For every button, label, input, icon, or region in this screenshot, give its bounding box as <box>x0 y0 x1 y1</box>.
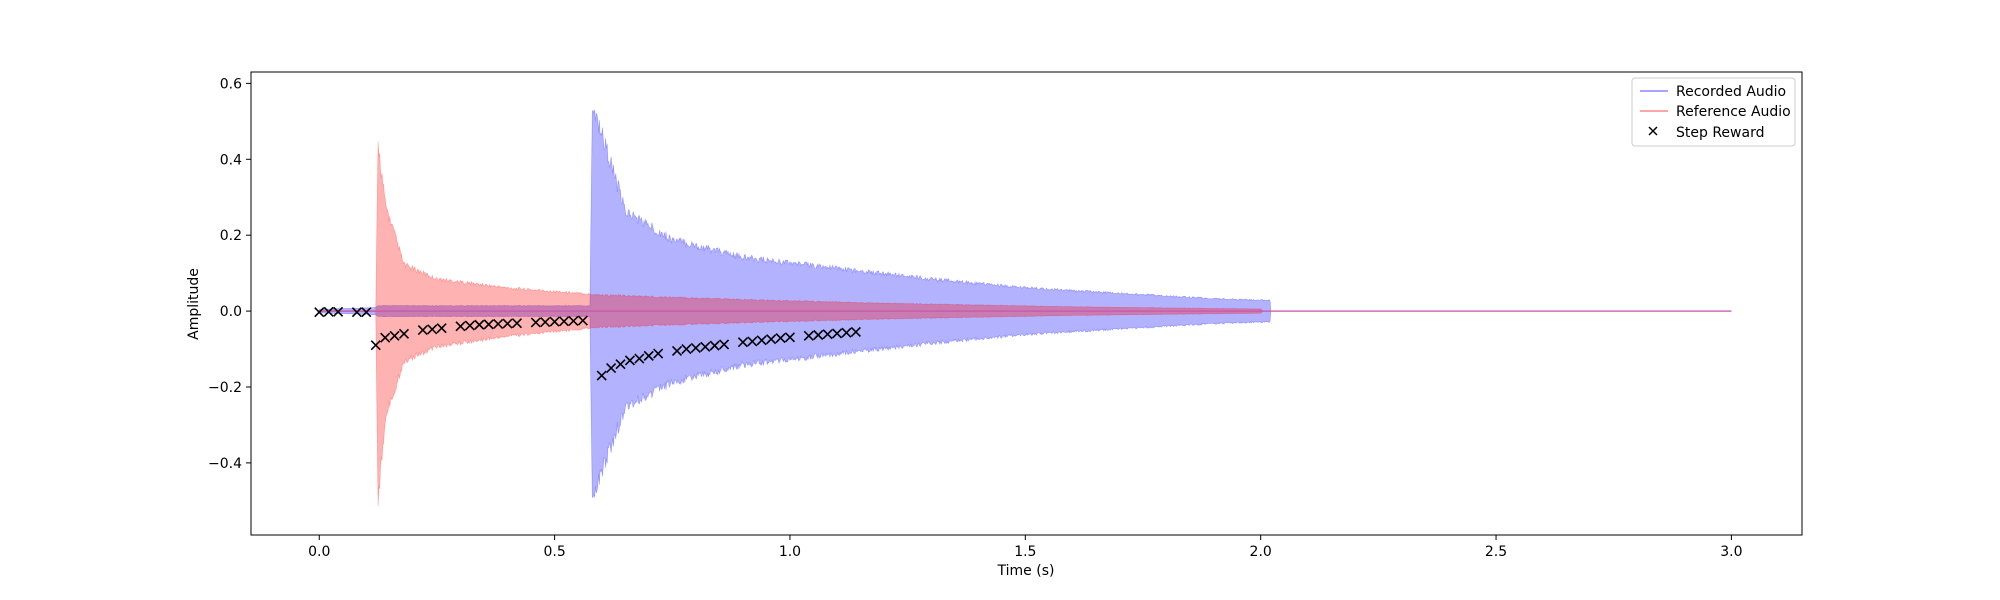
x-tick-label: 2.0 <box>1250 544 1272 560</box>
x-tick-label: 1.5 <box>1014 544 1036 560</box>
step-reward-marker <box>417 324 428 336</box>
step-reward-marker <box>540 317 551 328</box>
legend-swatch-reward <box>1648 126 1658 136</box>
legend-label-reward: Step Reward <box>1676 125 1764 141</box>
step-reward-marker <box>606 362 617 374</box>
step-reward-marker <box>700 341 711 352</box>
x-tick-label: 3.0 <box>1720 544 1742 560</box>
x-axis-label: Time (s) <box>997 563 1055 579</box>
y-tick-label: 0.4 <box>220 152 242 168</box>
step-reward-marker <box>709 340 720 351</box>
step-reward-marker <box>775 332 786 344</box>
step-reward-marker <box>464 320 475 331</box>
step-reward-marker <box>634 353 645 364</box>
legend-label-recorded: Recorded Audio <box>1676 84 1786 100</box>
step-reward-marker <box>737 337 748 348</box>
legend-label-reference: Reference Audio <box>1676 104 1791 120</box>
y-tick-label: −0.2 <box>208 380 242 396</box>
marker-layer <box>314 306 861 381</box>
step-reward-marker <box>530 317 541 328</box>
y-tick-label: 0.2 <box>220 228 242 244</box>
step-reward-marker <box>502 318 513 329</box>
step-reward-marker <box>803 330 814 341</box>
step-reward-marker <box>841 327 852 338</box>
step-reward-marker <box>380 332 391 343</box>
step-reward-marker <box>681 343 692 355</box>
step-reward-marker <box>615 359 626 370</box>
step-reward-marker <box>493 318 504 330</box>
y-axis: −0.4 −0.2 0.0 0.2 0.4 0.6 <box>208 76 251 472</box>
legend-box <box>1631 77 1796 147</box>
step-reward-marker <box>653 348 664 359</box>
step-reward-marker <box>822 329 833 340</box>
step-reward-marker <box>389 330 400 341</box>
step-reward-marker <box>747 336 758 347</box>
step-reward-marker <box>549 316 560 327</box>
step-reward-marker <box>436 323 447 334</box>
step-reward-marker <box>596 370 607 381</box>
step-reward-marker <box>831 328 843 339</box>
x-axis: 0.0 0.5 1.0 1.5 2.0 2.5 3.0 <box>308 535 1743 560</box>
step-reward-marker <box>455 321 466 332</box>
step-reward-marker <box>427 324 438 335</box>
y-tick-label: 0.6 <box>220 76 242 92</box>
legend: Recorded Audio Reference Audio Step Rewa… <box>1631 77 1796 147</box>
step-reward-marker <box>483 319 494 330</box>
step-reward-marker <box>719 339 730 350</box>
step-reward-marker <box>568 315 579 327</box>
x-tick-label: 0.0 <box>308 544 330 560</box>
step-reward-marker <box>784 332 796 343</box>
step-reward-marker <box>690 342 701 353</box>
plot-area <box>314 109 1732 507</box>
step-reward-marker <box>361 307 372 318</box>
step-reward-marker <box>850 326 861 338</box>
step-reward-marker <box>314 307 325 318</box>
x-tick-label: 1.0 <box>779 544 801 560</box>
series-layer <box>318 109 1732 507</box>
step-reward-marker <box>558 316 570 327</box>
x-tick-label: 2.5 <box>1485 544 1507 560</box>
step-reward-marker <box>671 345 683 357</box>
step-reward-marker <box>624 355 635 366</box>
step-reward-marker <box>370 340 381 351</box>
y-tick-label: −0.4 <box>208 456 242 472</box>
step-reward-marker <box>813 329 824 341</box>
step-reward-marker <box>766 334 777 345</box>
step-reward-marker <box>511 318 523 329</box>
step-reward-marker <box>756 335 767 346</box>
step-reward-marker <box>643 350 654 361</box>
step-reward-marker <box>351 307 362 318</box>
step-reward-marker <box>323 306 334 317</box>
x-tick-label: 0.5 <box>543 544 565 560</box>
step-reward-marker <box>398 328 410 339</box>
step-reward-marker <box>577 315 588 326</box>
y-axis-label: Amplitude <box>186 268 202 340</box>
y-tick-label: 0.0 <box>220 304 242 320</box>
step-reward-marker <box>474 319 485 330</box>
step-reward-marker <box>333 306 344 317</box>
plot-frame <box>250 71 1803 536</box>
